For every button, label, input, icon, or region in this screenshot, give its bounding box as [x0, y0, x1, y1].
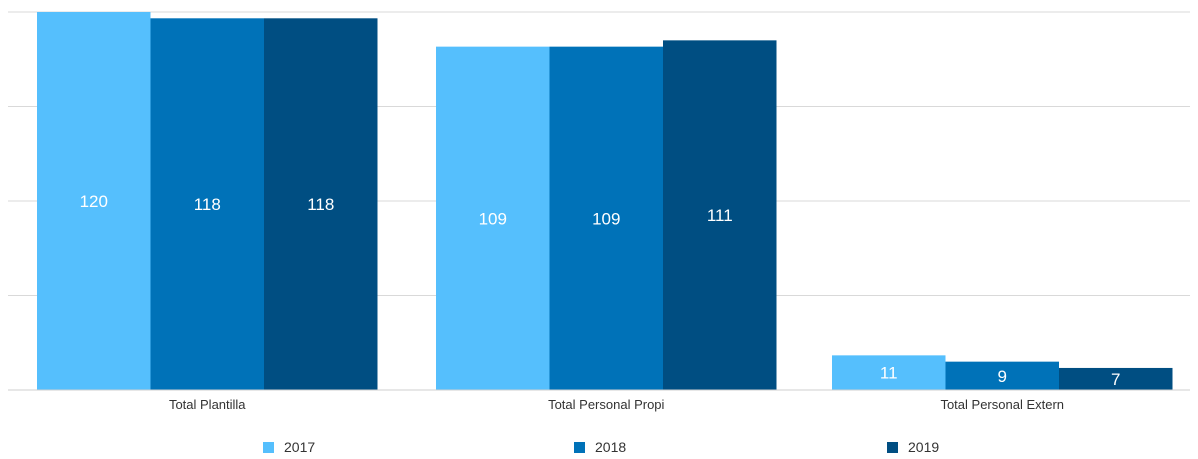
legend-item-2017: 2017 [263, 439, 315, 455]
category-label: Total Personal Extern [940, 397, 1064, 412]
data-label: 109 [479, 209, 507, 228]
data-label: 118 [307, 195, 334, 214]
bar-2019-1 [663, 40, 777, 390]
legend-swatch [887, 441, 898, 453]
legend-label: 2017 [284, 439, 316, 455]
bar-2018-2 [945, 361, 1059, 390]
category-label: Total Personal Propi [548, 397, 664, 412]
legend-label: 2019 [908, 439, 940, 455]
legend: 2017 2018 2019 [0, 439, 1198, 459]
legend-label: 2018 [595, 439, 627, 455]
data-label: 7 [1111, 370, 1120, 389]
data-label: 109 [592, 209, 620, 228]
bar-2018-1 [549, 46, 663, 391]
category-label: Total Plantilla [169, 397, 246, 412]
legend-swatch [263, 441, 274, 453]
legend-swatch [574, 441, 585, 453]
bar-2017-0 [37, 12, 151, 390]
data-label: 118 [194, 195, 221, 214]
data-label: 9 [998, 367, 1007, 386]
bar-2018-0 [150, 18, 264, 391]
data-label: 111 [707, 206, 733, 225]
data-label: 11 [880, 364, 898, 383]
bar-2019-2 [1059, 367, 1173, 390]
bars [37, 12, 1173, 391]
category-labels: Total Plantilla Total Personal Propi Total… [169, 397, 1064, 412]
legend-item-2018: 2018 [574, 439, 626, 455]
legend-item-2019: 2019 [887, 439, 939, 455]
data-label: 120 [80, 192, 108, 211]
bar-2019-0 [264, 18, 378, 391]
bar-2017-1 [436, 46, 550, 391]
bar-2017-2 [832, 355, 946, 390]
